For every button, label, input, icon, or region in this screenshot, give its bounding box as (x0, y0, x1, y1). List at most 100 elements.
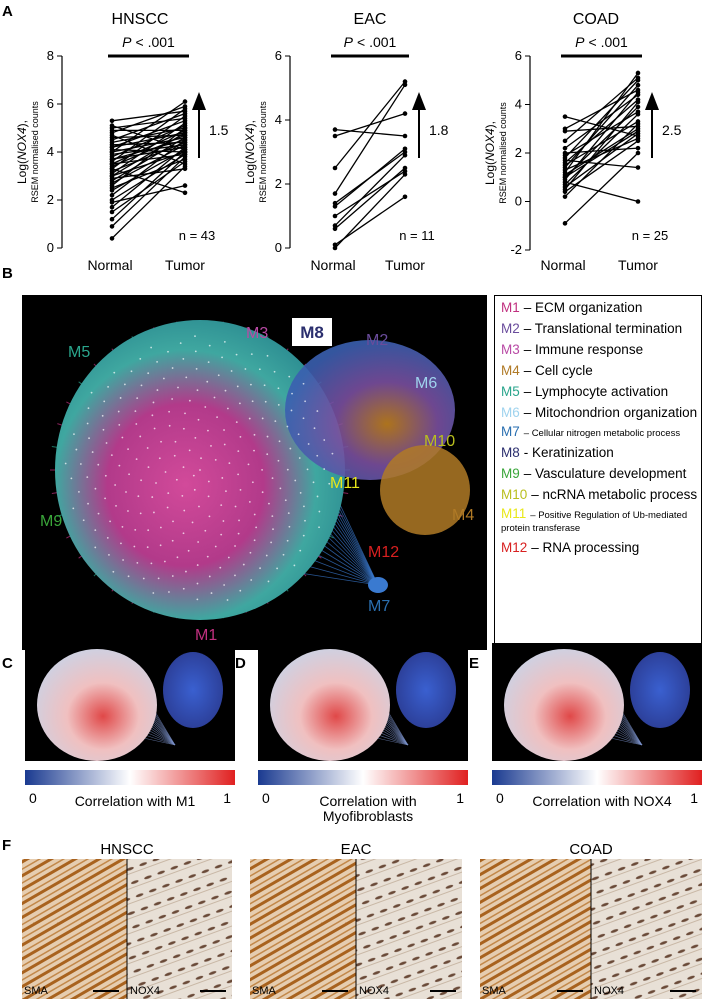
node (171, 575, 174, 577)
network-blob (163, 652, 223, 728)
y-tick-label: 0 (515, 194, 522, 209)
fold-change: 2.5 (662, 122, 682, 138)
node (302, 534, 305, 537)
node (140, 384, 143, 387)
node (221, 477, 224, 479)
node (204, 529, 207, 532)
node (288, 525, 291, 528)
sample-title: EAC (341, 841, 372, 858)
scale-max: 1 (690, 790, 698, 806)
network-module-label: M1 (195, 627, 217, 644)
node (139, 357, 142, 360)
pair-line (111, 110, 186, 122)
node (72, 507, 75, 510)
node (130, 370, 133, 373)
node (134, 410, 137, 413)
node (199, 469, 201, 471)
node (220, 504, 223, 507)
node (288, 375, 291, 378)
node (191, 521, 194, 524)
node (207, 361, 210, 364)
node (150, 346, 153, 349)
node (297, 433, 300, 436)
node (278, 440, 281, 443)
color-bar (25, 770, 235, 785)
node (249, 551, 252, 554)
node (226, 599, 229, 601)
tumor-point (182, 147, 188, 152)
node (313, 427, 316, 430)
fold-arrowhead (412, 92, 426, 110)
node (152, 401, 155, 404)
node (266, 435, 269, 438)
panel-label: D (235, 655, 246, 672)
tumor-point (182, 140, 188, 145)
node (237, 473, 240, 476)
legend-desc: – Lymphocyte activation (523, 384, 669, 399)
y-tick-label: 6 (515, 48, 522, 63)
legend-item: M4– Cell cycle (501, 362, 701, 379)
node (286, 425, 289, 428)
y-label-suffix: ), (15, 120, 29, 127)
tumor-point (182, 116, 188, 121)
node (293, 564, 296, 567)
pair-line (111, 148, 186, 153)
tumor-point (635, 82, 641, 88)
legend-desc: – Cell cycle (523, 363, 593, 378)
legend-item: M5– Lymphocyte activation (501, 383, 701, 400)
sample-count: n = 11 (399, 228, 435, 243)
node (250, 579, 253, 581)
node (121, 436, 124, 439)
node (168, 591, 170, 593)
node (206, 555, 209, 558)
node (223, 429, 225, 431)
node (133, 545, 136, 548)
p-symbol: P (344, 34, 354, 50)
y-label-prefix: Log( (15, 160, 29, 184)
node (185, 376, 188, 379)
x-tick-label: Tumor (165, 257, 205, 273)
node (184, 412, 186, 415)
node (223, 443, 226, 446)
node (182, 466, 185, 469)
node (239, 435, 242, 438)
network-blob (630, 652, 690, 728)
node (316, 454, 319, 457)
y-axis-sublabel: RSEM normalised counts (30, 101, 40, 203)
node (239, 589, 242, 592)
panel-label: C (2, 655, 13, 672)
node (142, 577, 145, 580)
color-bar-caption: Correlation with (319, 793, 416, 809)
network-module-label: M4 (452, 507, 474, 524)
legend-desc: – ncRNA metabolic process (531, 487, 698, 502)
tumor-point (182, 104, 188, 109)
normal-point (332, 223, 338, 228)
node (230, 370, 233, 372)
node (188, 449, 191, 452)
node (101, 414, 104, 417)
normal-point (332, 127, 338, 132)
normal-point (562, 138, 568, 144)
node (94, 546, 97, 549)
normal-point (332, 133, 338, 139)
normal-point (332, 204, 338, 209)
stain-label: NOX4 (130, 985, 160, 997)
node (251, 400, 254, 403)
histology-sma (22, 859, 127, 999)
node (279, 487, 282, 490)
node (90, 391, 93, 394)
node (97, 463, 100, 466)
node (110, 454, 113, 457)
node (168, 424, 171, 427)
pair-line (111, 184, 186, 204)
scale-max: 1 (223, 790, 231, 806)
node (234, 545, 236, 547)
tumor-point (182, 128, 188, 133)
node (331, 452, 334, 455)
color-bar-caption: Correlation with NOX4 (532, 793, 671, 809)
legend-item: M11– Positive Regulation of Ub-mediated … (501, 507, 701, 535)
legend-desc: – RNA processing (531, 540, 640, 555)
node (208, 575, 211, 578)
pair-line (111, 168, 186, 180)
node (238, 402, 241, 405)
